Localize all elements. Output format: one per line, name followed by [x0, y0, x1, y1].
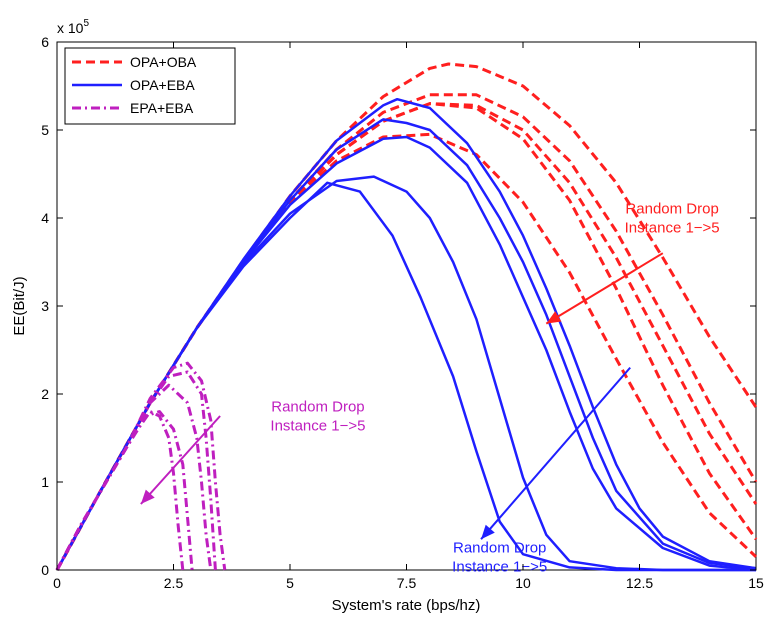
- annotation-arrowhead: [546, 311, 562, 324]
- x-tick-label: 0: [53, 575, 61, 591]
- series-line-2: [55, 102, 758, 571]
- annotation-text: Random Drop: [271, 399, 364, 416]
- annotation-text: Random Drop: [453, 539, 546, 556]
- axis-layer: 0 2.5 5 7.5 10 12.5 15 0 1 2 3 4 5 6: [41, 34, 764, 591]
- y-multiplier-label: x 105: [57, 18, 89, 36]
- y-axis-label: EE(Bit/J): [11, 276, 28, 335]
- series-line-13: [55, 361, 227, 571]
- series-line-3: [55, 93, 758, 571]
- y-tick-label: 2: [41, 386, 49, 402]
- annotation-text: Random Drop: [625, 201, 718, 218]
- x-tick-label: 5: [286, 575, 294, 591]
- annotation-arrowhead: [481, 524, 495, 540]
- series-line-4: [55, 132, 758, 571]
- annotation-arrow: [480, 366, 631, 540]
- legend-entry: OPA+EBA: [130, 77, 195, 93]
- series-line-1: [55, 102, 758, 571]
- series-line-15: [55, 410, 194, 571]
- x-tick-label: 12.5: [626, 575, 653, 591]
- x-tick-label: 2.5: [164, 575, 184, 591]
- y-tick-label: 3: [41, 298, 49, 314]
- series-layer: [55, 62, 758, 572]
- legend-entry: OPA+OBA: [130, 54, 197, 70]
- y-tick-label: 5: [41, 122, 49, 138]
- annotation-text: Instance 1−>5: [625, 220, 720, 237]
- annotation-text: Instance 1−>5: [452, 558, 547, 575]
- annotation-arrow: [545, 252, 664, 325]
- annotation-layer: Random Drop Instance 1−>5 Random Drop Insta…: [140, 201, 720, 575]
- y-tick-label: 4: [41, 210, 49, 226]
- x-tick-label: 7.5: [397, 575, 417, 591]
- x-axis-label: System's rate (bps/hz): [332, 597, 481, 614]
- y-tick-label: 0: [41, 562, 49, 578]
- annotation-arrowhead: [140, 489, 155, 504]
- series-line-5: [55, 62, 758, 571]
- annotation-text: Instance 1−>5: [270, 418, 365, 435]
- legend: OPA+OBA OPA+EBA EPA+EBA: [64, 47, 236, 125]
- y-tick-label: 6: [41, 34, 49, 50]
- series-line-10: [55, 97, 757, 571]
- y-tick-label: 1: [41, 474, 49, 490]
- legend-entry: EPA+EBA: [130, 100, 194, 116]
- x-tick-label: 10: [515, 575, 531, 591]
- annotation-arrow: [140, 415, 221, 505]
- plot-area: [56, 41, 757, 571]
- x-tick-label: 15: [748, 575, 764, 591]
